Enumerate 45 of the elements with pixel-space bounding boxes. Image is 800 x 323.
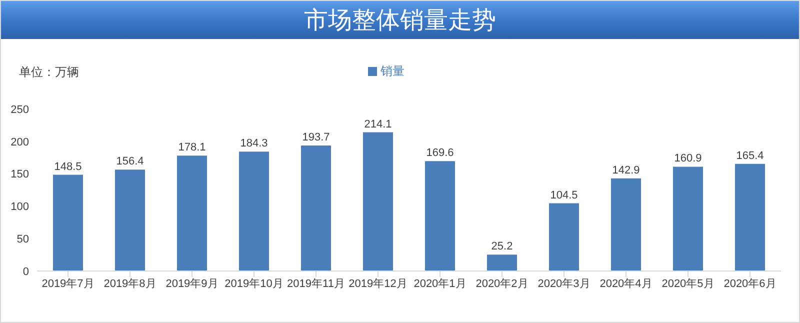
x-tick-label: 2019年11月 — [287, 278, 345, 290]
data-label: 165.4 — [736, 150, 764, 162]
data-label: 148.5 — [54, 160, 82, 173]
y-tick-label: 250 — [10, 104, 29, 116]
bar — [487, 254, 517, 271]
bar — [53, 174, 83, 271]
bar — [735, 164, 765, 271]
x-tick-label: 2020年2月 — [476, 278, 528, 290]
data-label: 193.7 — [302, 131, 330, 144]
x-tick-label: 2020年6月 — [724, 278, 776, 290]
bar — [425, 161, 455, 271]
data-label: 178.1 — [178, 142, 206, 154]
y-tick-label: 0 — [22, 266, 29, 278]
y-tick-label: 50 — [16, 234, 29, 246]
y-tick-label: 100 — [10, 201, 29, 214]
x-tick-label: 2019年9月 — [166, 278, 218, 290]
y-tick-label: 150 — [10, 168, 29, 181]
x-tick-label: 2020年3月 — [538, 278, 590, 290]
x-tick-label: 2020年1月 — [414, 278, 466, 290]
data-label: 214.1 — [364, 118, 392, 130]
chart-title: 市场整体销量走势 — [1, 1, 799, 39]
data-label: 184.3 — [240, 138, 268, 150]
bar — [363, 132, 393, 271]
data-label: 142.9 — [612, 164, 640, 176]
data-label: 169.6 — [426, 147, 454, 160]
x-tick-label: 2019年7月 — [42, 278, 94, 290]
y-axis-title: 单位：万辆 — [19, 64, 79, 81]
legend-label: 销量 — [380, 64, 404, 78]
x-tick-label: 2020年4月 — [600, 278, 652, 290]
data-label: 156.4 — [116, 156, 144, 168]
bar — [239, 152, 269, 271]
data-label: 104.5 — [550, 189, 578, 202]
bar — [673, 166, 703, 271]
bar — [549, 203, 579, 271]
y-tick-label: 200 — [10, 136, 29, 148]
data-label: 160.9 — [674, 152, 702, 165]
x-tick-label: 2020年5月 — [662, 278, 714, 290]
bar — [177, 156, 207, 271]
data-label: 25.2 — [491, 240, 513, 253]
bar — [115, 170, 145, 271]
bar — [611, 178, 641, 271]
x-tick-label: 2019年8月 — [104, 278, 156, 290]
bar — [301, 145, 331, 271]
x-tick-label: 2019年12月 — [348, 278, 408, 290]
x-tick-label: 2019年10月 — [224, 278, 284, 290]
